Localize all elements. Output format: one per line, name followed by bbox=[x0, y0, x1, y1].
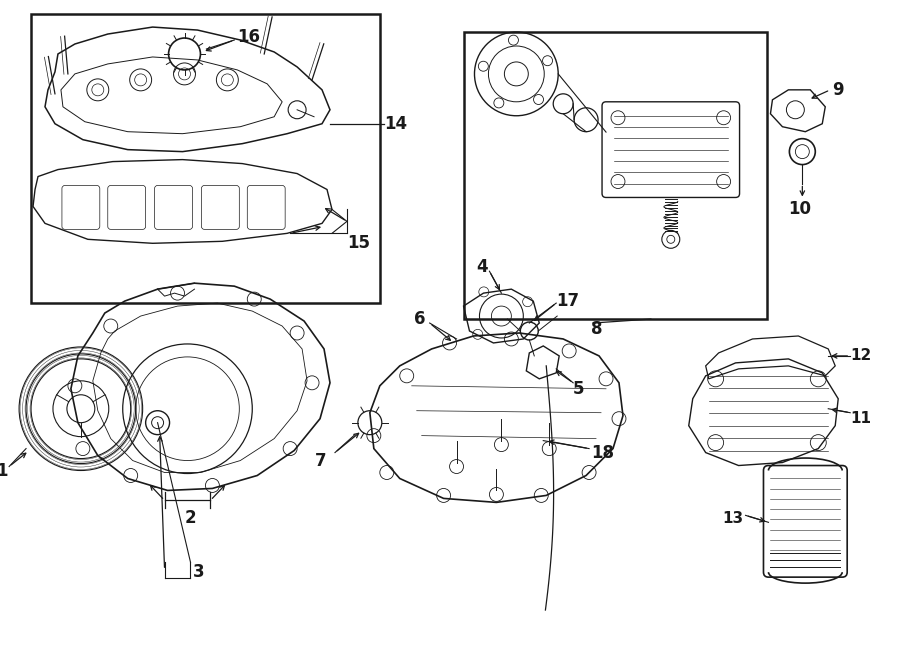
Text: 4: 4 bbox=[476, 258, 488, 276]
Text: 5: 5 bbox=[573, 380, 585, 398]
Text: 6: 6 bbox=[414, 310, 425, 328]
Text: 8: 8 bbox=[591, 320, 603, 338]
Text: 11: 11 bbox=[850, 411, 871, 426]
Text: 9: 9 bbox=[832, 81, 844, 99]
Bar bbox=[31, 14, 380, 303]
Text: 1: 1 bbox=[0, 461, 8, 479]
Text: 7: 7 bbox=[315, 451, 327, 469]
Text: 18: 18 bbox=[591, 444, 614, 461]
Bar bbox=[464, 32, 768, 319]
Text: 12: 12 bbox=[850, 348, 871, 364]
Text: 2: 2 bbox=[184, 510, 196, 527]
Text: 14: 14 bbox=[383, 115, 407, 133]
Text: 10: 10 bbox=[788, 200, 812, 218]
Text: 17: 17 bbox=[556, 292, 580, 310]
Text: 3: 3 bbox=[193, 563, 204, 581]
Text: 15: 15 bbox=[346, 234, 370, 253]
Text: 16: 16 bbox=[238, 28, 260, 46]
Text: 13: 13 bbox=[723, 511, 743, 526]
